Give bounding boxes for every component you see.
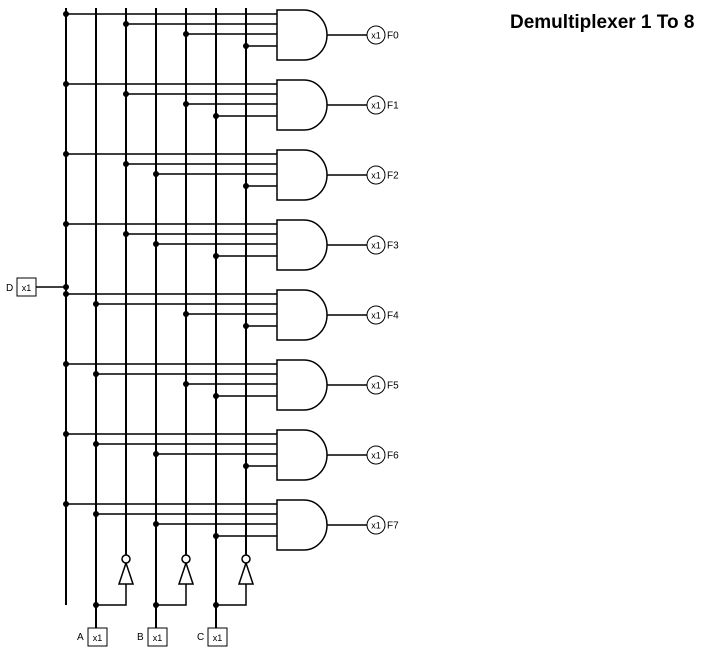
junction-dot — [183, 31, 189, 37]
junction-dot — [93, 511, 99, 517]
junction-dot — [153, 602, 159, 608]
input-label-b: B — [137, 632, 144, 643]
output-label-f5: F5 — [387, 381, 399, 392]
junction-dot — [153, 171, 159, 177]
and-gate-f1 — [276, 79, 328, 131]
and-gate-f7 — [276, 499, 328, 551]
output-port-f6 — [366, 445, 386, 465]
output-port-tag: x1 — [371, 31, 381, 41]
junction-dot — [243, 183, 249, 189]
junction-dot — [123, 161, 129, 167]
junction-dot — [243, 463, 249, 469]
output-port-f4 — [366, 305, 386, 325]
junction-dot — [63, 11, 69, 17]
output-port-tag: x1 — [371, 381, 381, 391]
input-port-d — [16, 277, 37, 297]
junction-dot — [153, 451, 159, 457]
input-port-tag: x1 — [213, 633, 223, 643]
input-label-c: C — [197, 632, 204, 643]
junction-dot — [93, 371, 99, 377]
inverters — [117, 554, 255, 585]
output-label-f2: F2 — [387, 171, 399, 182]
junction-dot — [63, 431, 69, 437]
junction-dot — [63, 221, 69, 227]
and-gates — [276, 9, 328, 551]
junction-dot — [183, 311, 189, 317]
output-label-f1: F1 — [387, 101, 399, 112]
output-port-f2 — [366, 165, 386, 185]
junction-dot — [93, 441, 99, 447]
output-label-f6: F6 — [387, 451, 399, 462]
junction-dot — [213, 113, 219, 119]
input-port-tag: x1 — [93, 633, 103, 643]
inverter-bubble — [121, 554, 131, 564]
junction-dot — [93, 602, 99, 608]
input-port-tag: x1 — [22, 283, 32, 293]
junction-dot — [63, 291, 69, 297]
output-port-tag: x1 — [371, 521, 381, 531]
output-port-f7 — [366, 515, 386, 535]
inverter-triangle — [177, 560, 195, 585]
junction-dot — [183, 381, 189, 387]
input-port-tag: x1 — [153, 633, 163, 643]
junction-dot — [63, 151, 69, 157]
junction-dot — [123, 231, 129, 237]
junction-dot — [123, 91, 129, 97]
inverter-feed-wire — [216, 584, 247, 606]
junction-dot — [213, 393, 219, 399]
and-gate-f0 — [276, 9, 328, 61]
and-gate-f5 — [276, 359, 328, 411]
junction-dot — [153, 521, 159, 527]
output-port-tag: x1 — [371, 101, 381, 111]
input-label-a: A — [77, 632, 84, 643]
junction-dot — [183, 101, 189, 107]
and-gate-f2 — [276, 149, 328, 201]
input-port-b — [147, 627, 168, 647]
output-port-tag: x1 — [371, 451, 381, 461]
output-port-f1 — [366, 95, 386, 115]
inverter-bubble — [241, 554, 251, 564]
junction-dot — [153, 241, 159, 247]
junction-dot — [63, 361, 69, 367]
inverter-feed-wire — [156, 584, 187, 606]
inverter-feed-wire — [96, 584, 127, 606]
junction-dot — [63, 501, 69, 507]
junction-dot — [93, 301, 99, 307]
output-label-f4: F4 — [387, 311, 399, 322]
and-gate-f3 — [276, 219, 328, 271]
output-label-f3: F3 — [387, 241, 399, 252]
junction-dot — [243, 43, 249, 49]
junction-dot — [63, 81, 69, 87]
input-port-c — [207, 627, 228, 647]
junction-dot — [213, 602, 219, 608]
io-ports: x1 F0 x1 F1 x1 F2 x1 F3 x1 F4 x1 F5 x1 F6 x1 F7 x1 Dx1 A x1… — [6, 25, 399, 647]
output-port-f3 — [366, 235, 386, 255]
junction-dot — [213, 253, 219, 259]
output-label-f0: F0 — [387, 31, 399, 42]
junction-dot — [63, 284, 69, 290]
and-gate-f4 — [276, 289, 328, 341]
junction-dot — [123, 21, 129, 27]
inverter-triangle — [117, 560, 135, 585]
output-label-f7: F7 — [387, 521, 399, 532]
output-port-f0 — [366, 25, 386, 45]
output-port-f5 — [366, 375, 386, 395]
input-port-a — [87, 627, 108, 647]
and-gate-f6 — [276, 429, 328, 481]
output-port-tag: x1 — [371, 241, 381, 251]
junction-dot — [243, 323, 249, 329]
output-port-tag: x1 — [371, 311, 381, 321]
diagram-title: Demultiplexer 1 To 8 — [510, 12, 695, 33]
inverter-triangle — [237, 560, 255, 585]
junction-dot — [213, 533, 219, 539]
junction-dots — [63, 11, 249, 608]
input-label-d: D — [6, 283, 13, 294]
inverter-bubble — [181, 554, 191, 564]
output-port-tag: x1 — [371, 171, 381, 181]
